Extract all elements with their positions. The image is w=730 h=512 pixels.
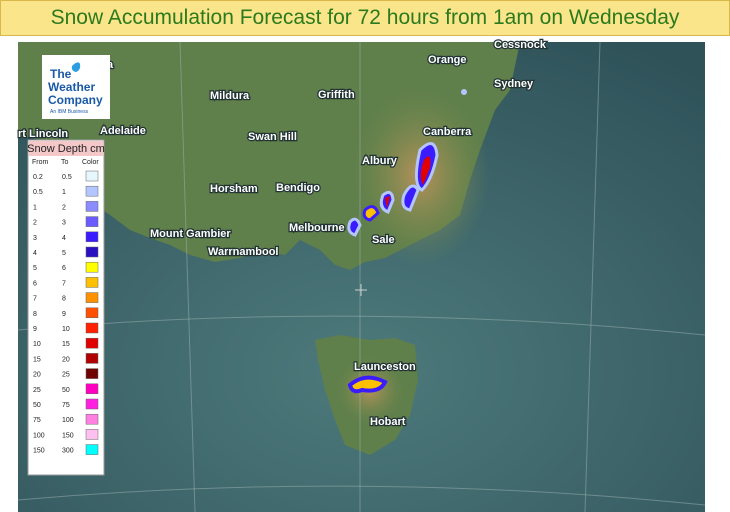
legend-from: 9 bbox=[33, 326, 37, 333]
legend-from: 150 bbox=[33, 448, 45, 455]
legend-to: 300 bbox=[62, 448, 74, 455]
legend-swatch bbox=[85, 277, 99, 288]
logo-tagline: An IBM Business bbox=[50, 109, 89, 115]
legend-to: 10 bbox=[62, 326, 70, 333]
legend-swatch bbox=[85, 337, 99, 349]
legend-swatch bbox=[85, 368, 99, 379]
legend-swatch bbox=[85, 170, 99, 182]
legend-from: 5 bbox=[33, 265, 37, 272]
legend-swatch bbox=[85, 353, 99, 364]
legend-from: 100 bbox=[33, 432, 45, 439]
legend-title: Snow Depth cm bbox=[27, 143, 105, 155]
legend-from: 3 bbox=[33, 235, 37, 242]
legend-from: 10 bbox=[33, 341, 41, 348]
legend-from: 2 bbox=[33, 220, 37, 227]
logo-drop bbox=[71, 62, 81, 72]
legend-to: 4 bbox=[62, 235, 66, 242]
legend-to: 0.5 bbox=[62, 174, 72, 181]
title: Snow Accumulation Forecast for 72 hours … bbox=[0, 0, 730, 36]
legend-swatch bbox=[85, 444, 99, 455]
city-label: Cessnock bbox=[494, 39, 547, 51]
city-label: Warrnambool bbox=[208, 246, 279, 258]
city-label: Adelaide bbox=[100, 125, 146, 137]
legend-from: 75 bbox=[33, 417, 41, 424]
city-label: Mount Gambier bbox=[150, 228, 231, 240]
city-label: Mildura bbox=[210, 90, 250, 102]
legend-swatch bbox=[85, 383, 99, 395]
legend-from: 7 bbox=[33, 296, 37, 303]
legend-swatch bbox=[85, 429, 99, 440]
legend-header: From bbox=[32, 159, 49, 166]
legend-to: 100 bbox=[62, 417, 74, 424]
legend-from: 20 bbox=[33, 372, 41, 379]
legend-to: 2 bbox=[62, 204, 66, 211]
legend-from: 4 bbox=[33, 250, 37, 257]
legend-swatch bbox=[85, 201, 99, 212]
legend-to: 5 bbox=[62, 250, 66, 257]
legend-to: 25 bbox=[62, 372, 70, 379]
city-label: Albury bbox=[362, 155, 398, 167]
legend-to: 75 bbox=[62, 402, 70, 409]
legend-to: 6 bbox=[62, 265, 66, 272]
city-label: Swan Hill bbox=[248, 131, 297, 143]
city-label: rt Lincoln bbox=[18, 128, 68, 140]
city-label: Sydney bbox=[494, 78, 534, 90]
legend-swatch bbox=[85, 322, 99, 334]
legend-from: 8 bbox=[33, 311, 37, 318]
legend-from: 0.5 bbox=[33, 189, 43, 196]
legend-from: 0.2 bbox=[33, 174, 43, 181]
legend-title-bg bbox=[29, 141, 103, 156]
logo-text: The bbox=[50, 67, 72, 81]
city-label: Griffith bbox=[318, 89, 355, 101]
city-label: Orange bbox=[428, 54, 467, 66]
center-cross bbox=[355, 284, 367, 296]
legend-swatch bbox=[85, 261, 99, 273]
legend-from: 15 bbox=[33, 356, 41, 363]
legend-from: 1 bbox=[33, 204, 37, 211]
legend-to: 7 bbox=[62, 280, 66, 287]
legend-swatch bbox=[85, 216, 99, 227]
city-label: Canberra bbox=[423, 126, 472, 138]
legend-swatch bbox=[85, 398, 99, 410]
legend-to: 8 bbox=[62, 296, 66, 303]
legend-to: 9 bbox=[62, 311, 66, 318]
legend-to: 3 bbox=[62, 220, 66, 227]
legend-to: 50 bbox=[62, 387, 70, 394]
city-label: Horsham bbox=[210, 183, 258, 195]
city-label: Launceston bbox=[354, 361, 416, 373]
legend-to: 20 bbox=[62, 356, 70, 363]
city-label: Melbourne bbox=[289, 222, 345, 234]
legend-from: 25 bbox=[33, 387, 41, 394]
city-label: a bbox=[107, 59, 114, 71]
logo-text: Company bbox=[48, 93, 103, 107]
city-label: Bendigo bbox=[276, 182, 320, 194]
city-label: Sale bbox=[372, 234, 395, 246]
snow bbox=[347, 89, 467, 394]
legend-to: 150 bbox=[62, 432, 74, 439]
logo-text: Weather bbox=[48, 80, 95, 94]
legend-header: Color bbox=[82, 159, 99, 166]
legend-from: 50 bbox=[33, 402, 41, 409]
legend-to: 1 bbox=[62, 189, 66, 196]
graticule bbox=[17, 41, 706, 512]
legend-swatch bbox=[85, 185, 99, 197]
legend-to: 15 bbox=[62, 341, 70, 348]
legend-swatch bbox=[85, 231, 99, 243]
city-label: Hobart bbox=[370, 416, 406, 428]
legend-swatch bbox=[85, 413, 99, 425]
legend-swatch bbox=[85, 246, 99, 258]
legend-swatch bbox=[85, 307, 99, 319]
legend-header: To bbox=[61, 159, 69, 166]
legend-swatch bbox=[85, 292, 99, 303]
legend-from: 6 bbox=[33, 280, 37, 287]
